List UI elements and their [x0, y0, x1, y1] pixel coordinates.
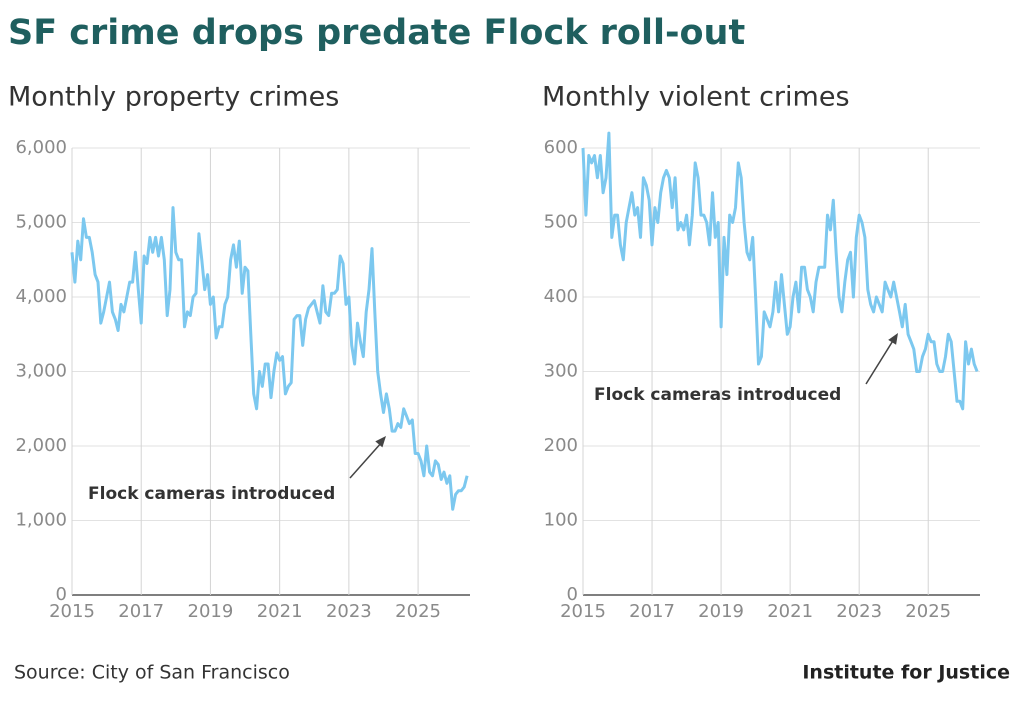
y-tick-label: 2,000	[15, 435, 67, 456]
annotation: Flock cameras introduced	[594, 385, 841, 405]
x-tick-label: 2023	[836, 601, 882, 622]
chart-title: Monthly violent crimes	[542, 82, 850, 113]
x-tick-label: 2015	[560, 601, 606, 622]
y-tick-label: 0	[56, 584, 67, 605]
y-tick-label: 400	[544, 286, 578, 307]
x-tick-label: 2017	[118, 601, 164, 622]
x-tick-label: 2025	[395, 601, 441, 622]
x-tick-label: 2017	[629, 601, 675, 622]
annotation-arrow	[349, 441, 383, 479]
y-tick-label: 5,000	[15, 212, 67, 233]
x-tick-label: 2023	[326, 601, 372, 622]
y-tick-label: 100	[544, 510, 578, 531]
data-line	[581, 131, 979, 411]
y-tick-label: 3,000	[15, 361, 67, 382]
y-tick-label: 600	[544, 137, 578, 158]
x-tick-label: 2025	[905, 601, 951, 622]
x-tick-label: 2021	[257, 601, 303, 622]
y-tick-label: 0	[567, 584, 578, 605]
y-tick-label: 200	[544, 435, 578, 456]
y-tick-label: 1,000	[15, 510, 67, 531]
y-tick-label: 4,000	[15, 286, 67, 307]
source: Source: City of San Francisco	[14, 662, 290, 684]
x-tick-label: 2019	[188, 601, 234, 622]
y-tick-label: 300	[544, 361, 578, 382]
x-tick-label: 2015	[49, 601, 95, 622]
y-tick-label: 6,000	[15, 137, 67, 158]
arrow-head	[375, 436, 386, 448]
y-tick-label: 500	[544, 212, 578, 233]
credit: Institute for Justice	[802, 662, 1010, 684]
chart-title: Monthly property crimes	[8, 82, 339, 113]
annotation-arrow	[865, 338, 895, 385]
x-tick-label: 2021	[767, 601, 813, 622]
arrow-head	[888, 333, 898, 345]
x-tick-label: 2019	[698, 601, 744, 622]
data-line	[70, 206, 469, 511]
annotation: Flock cameras introduced	[88, 484, 335, 504]
main-title: SF crime drops predate Flock roll-out	[8, 13, 745, 53]
